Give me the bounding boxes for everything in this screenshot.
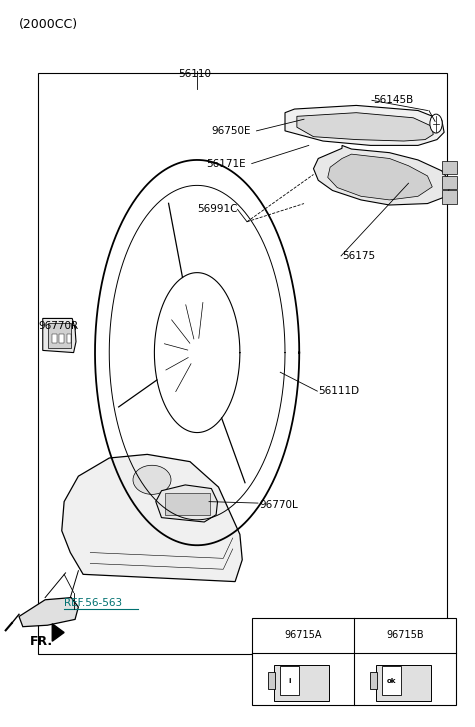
Text: 56111D: 56111D (318, 386, 360, 396)
Polygon shape (43, 318, 76, 353)
Bar (48, 323, 71, 348)
Polygon shape (314, 145, 451, 205)
Polygon shape (19, 598, 78, 627)
Text: 96715A: 96715A (284, 630, 322, 640)
Polygon shape (285, 105, 444, 145)
Text: 96770L: 96770L (259, 500, 298, 510)
Polygon shape (62, 454, 242, 582)
Polygon shape (328, 154, 432, 200)
Ellipse shape (133, 465, 171, 494)
Bar (370, 672, 378, 689)
Circle shape (430, 114, 442, 133)
Bar (165, 493, 210, 515)
Text: 96715B: 96715B (386, 630, 424, 640)
Bar (442, 176, 457, 189)
Text: ok: ok (387, 678, 396, 684)
Text: 56991C: 56991C (197, 204, 238, 214)
Bar (376, 664, 431, 701)
Bar (38, 73, 446, 654)
Text: (2000CC): (2000CC) (19, 18, 78, 31)
Bar (252, 618, 456, 705)
Polygon shape (297, 113, 433, 141)
Bar (442, 161, 457, 174)
Text: 56175: 56175 (342, 251, 375, 261)
Bar (268, 672, 276, 689)
Text: FR.: FR. (29, 635, 53, 648)
Bar (382, 666, 401, 695)
Bar (280, 666, 299, 695)
Bar (275, 664, 329, 701)
Bar (52, 334, 57, 343)
Text: 56145B: 56145B (373, 95, 413, 105)
Polygon shape (52, 624, 64, 641)
Bar (442, 190, 457, 204)
Text: 56110: 56110 (178, 69, 211, 79)
Bar (59, 334, 64, 343)
Text: 56171E: 56171E (207, 158, 246, 169)
Text: 96750E: 96750E (211, 126, 251, 136)
Text: 96770R: 96770R (38, 321, 78, 331)
Text: REF.56-563: REF.56-563 (64, 598, 122, 608)
Polygon shape (156, 485, 218, 522)
Text: i: i (288, 678, 291, 684)
Bar (66, 334, 71, 343)
